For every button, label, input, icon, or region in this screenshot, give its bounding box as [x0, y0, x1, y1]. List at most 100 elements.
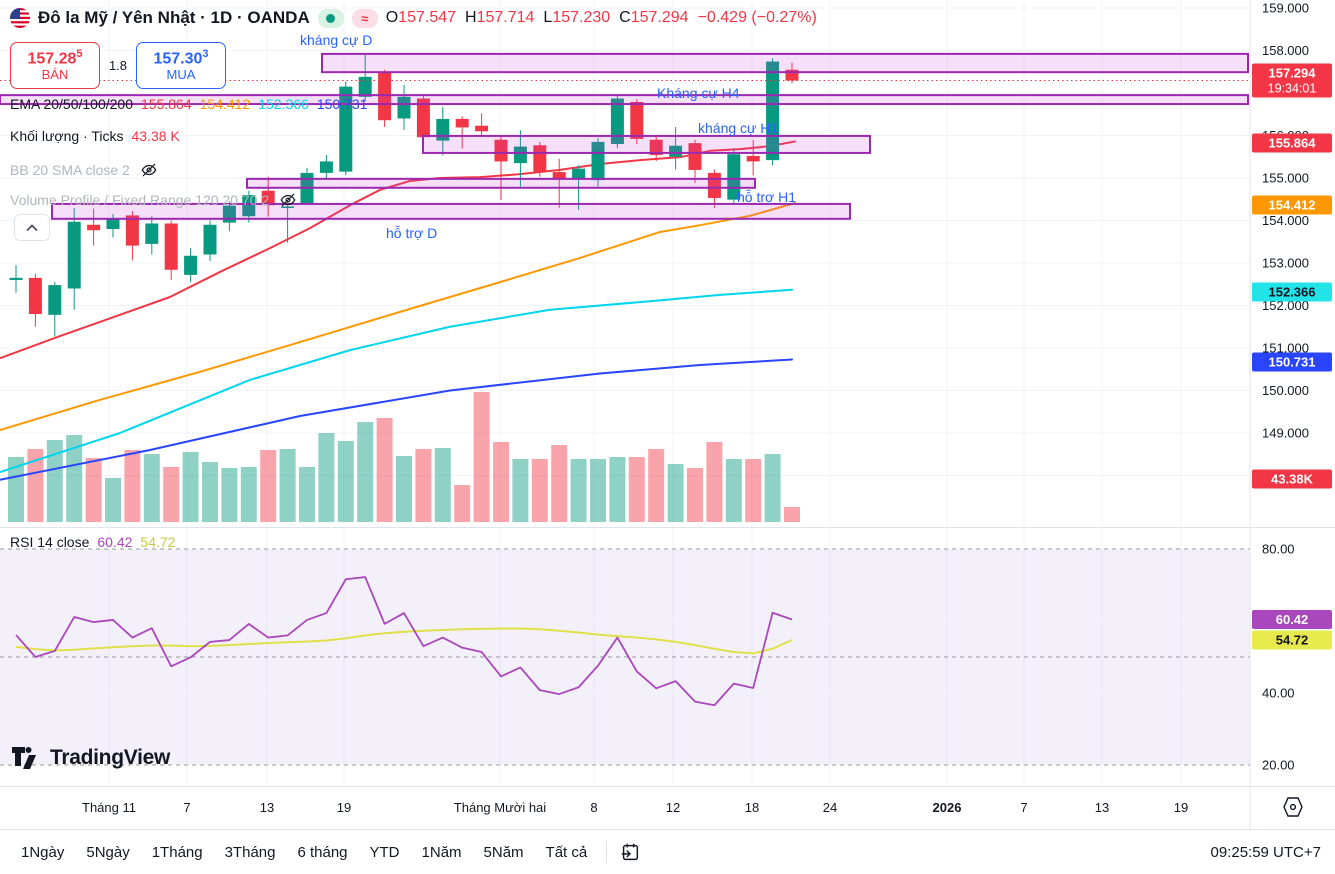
svg-text:54.72: 54.72 [1276, 633, 1309, 648]
range-5y-button[interactable]: 5Năm [473, 839, 535, 866]
session-clock[interactable]: 09:25:59 UTC+7 [1210, 843, 1322, 861]
svg-text:155.864: 155.864 [1269, 136, 1317, 151]
bb-label: BB 20 SMA close 2 [10, 162, 130, 178]
price-badge [1252, 282, 1332, 302]
zone-label: hỗ trợ H1 [737, 189, 796, 205]
price-tick: 149.000 [1262, 426, 1309, 441]
price-tick: 150.000 [1262, 383, 1309, 398]
price-tick: 152.000 [1262, 298, 1309, 313]
legend-row-rsi[interactable]: RSI 14 close 60.42 54.72 [10, 534, 175, 550]
time-tick: 7 [183, 800, 190, 815]
time-tick: 19 [1174, 800, 1188, 815]
range-1y-button[interactable]: 1Năm [411, 839, 473, 866]
time-tick: Tháng Mười hai [454, 800, 546, 815]
volume-profile-label: Volume Profile / Fixed Range 120 20 70 2 [10, 192, 270, 208]
volume-value: 43.38 K [131, 128, 180, 144]
ema50-value: 154.412 [199, 96, 251, 112]
date-range-buttons: 1Ngày 5Ngày 1Tháng 3Tháng 6 tháng YTD 1N… [10, 839, 598, 866]
price-tick: 158.000 [1262, 43, 1309, 58]
price-tick: 155.000 [1262, 171, 1309, 186]
volume-label: Khối lượng · Ticks [10, 128, 124, 144]
time-tick: 24 [823, 800, 837, 815]
delayed-data-icon[interactable]: ≈ [351, 8, 378, 28]
time-tick: 18 [745, 800, 759, 815]
rsi-badge [1252, 630, 1332, 650]
price-tick: 153.000 [1262, 256, 1309, 271]
rsi-tick: 20.00 [1262, 758, 1295, 773]
volume-layer [8, 392, 800, 522]
price-badge [1252, 195, 1332, 215]
range-1m-button[interactable]: 1Tháng [141, 839, 214, 866]
time-tick: 2026 [933, 800, 962, 815]
rsi-ma-value: 54.72 [140, 534, 176, 550]
legend-row-ema[interactable]: EMA 20/50/100/200 155.864 154.412 152.36… [10, 96, 367, 112]
rsi-value: 60.42 [97, 534, 133, 550]
time-tick: Tháng 11 [82, 800, 136, 815]
svg-text:154.412: 154.412 [1269, 198, 1316, 213]
legend-row-bb[interactable]: BB 20 SMA close 2 [10, 159, 160, 181]
rsi-label: RSI 14 close [10, 534, 90, 550]
svg-text:152.366: 152.366 [1269, 285, 1316, 300]
ema200-value: 150.731 [316, 96, 368, 112]
time-tick: 19 [337, 800, 351, 815]
svg-text:60.42: 60.42 [1276, 612, 1309, 627]
tradingview-logo-icon [12, 747, 36, 769]
ema100-value: 152.366 [258, 96, 309, 112]
ema-label: EMA 20/50/100/200 [10, 96, 133, 112]
range-all-button[interactable]: Tất cả [535, 839, 599, 866]
svg-text:43.38K: 43.38K [1271, 472, 1314, 487]
price-tick: 154.000 [1262, 213, 1309, 228]
tradingview-logo-text: TradingView [50, 746, 171, 769]
eye-off-icon[interactable] [138, 159, 160, 181]
time-tick: 13 [1095, 800, 1109, 815]
zone-label: Kháng cự H4 [657, 85, 740, 101]
rsi-tick: 80.00 [1262, 542, 1295, 557]
spread-value: 1.8 [108, 58, 128, 73]
us-flag-icon [10, 8, 30, 28]
svg-text:150.731: 150.731 [1269, 355, 1316, 370]
rsi-tick: 40.00 [1262, 686, 1295, 701]
market-status-icon[interactable] [317, 8, 344, 28]
svg-text:19:34:01: 19:34:01 [1268, 82, 1317, 96]
eye-off-icon[interactable] [277, 189, 299, 211]
svg-text:157.294: 157.294 [1269, 66, 1317, 81]
price-badge [1252, 63, 1332, 98]
zone-label: hỗ trợ D [386, 225, 437, 241]
time-axis-settings-icon[interactable] [1278, 793, 1308, 821]
candles-layer [9, 54, 799, 337]
time-tick: 8 [590, 800, 597, 815]
price-tick: 151.000 [1262, 341, 1309, 356]
go-to-date-icon[interactable] [615, 838, 645, 866]
trade-panel: 157.285 BÁN 1.8 157.303 MUA [10, 42, 226, 89]
rsi-badge [1252, 609, 1332, 629]
price-badge [1252, 352, 1332, 372]
gridlines [0, 0, 1250, 786]
legend-row-volume-profile[interactable]: Volume Profile / Fixed Range 120 20 70 2 [10, 189, 299, 211]
price-badge [1252, 469, 1332, 489]
rsi-band [0, 548, 1250, 766]
legend-row-volume[interactable]: Khối lượng · Ticks 43.38 K [10, 128, 180, 144]
range-3m-button[interactable]: 3Tháng [214, 839, 287, 866]
axes: 159.000158.000157.000156.000155.000154.0… [0, 0, 1335, 829]
zone-label: kháng cự D [300, 32, 372, 48]
range-1d-button[interactable]: 1Ngày [10, 839, 75, 866]
tradingview-logo[interactable]: TradingView [12, 746, 170, 770]
range-5d-button[interactable]: 5Ngày [75, 839, 140, 866]
range-6m-button[interactable]: 6 tháng [286, 839, 358, 866]
rsi-lines [15, 576, 793, 707]
ohlc-readout: O157.547 H157.714 L157.230 C157.294 −0.4… [385, 9, 817, 26]
buy-button[interactable]: 157.303 MUA [136, 42, 226, 89]
bottom-toolbar: 1Ngày 5Ngày 1Tháng 3Tháng 6 tháng YTD 1N… [0, 829, 1335, 874]
symbol-title[interactable]: Đô la Mỹ / Yên Nhật · 1D · OANDA [38, 8, 310, 27]
price-tick: 159.000 [1262, 1, 1309, 16]
ema20-value: 155.864 [141, 96, 192, 112]
time-tick: 13 [260, 800, 274, 815]
sell-button[interactable]: 157.285 BÁN [10, 42, 100, 89]
symbol-header: Đô la Mỹ / Yên Nhật · 1D · OANDA ≈ O157.… [10, 8, 817, 28]
sr-zones: kháng cự D Kháng cự H4 kháng cự H1 hỗ trợ H… [0, 32, 1250, 241]
legend-collapse-button[interactable] [14, 214, 50, 241]
range-ytd-button[interactable]: YTD [359, 839, 411, 866]
time-tick: 12 [666, 800, 680, 815]
